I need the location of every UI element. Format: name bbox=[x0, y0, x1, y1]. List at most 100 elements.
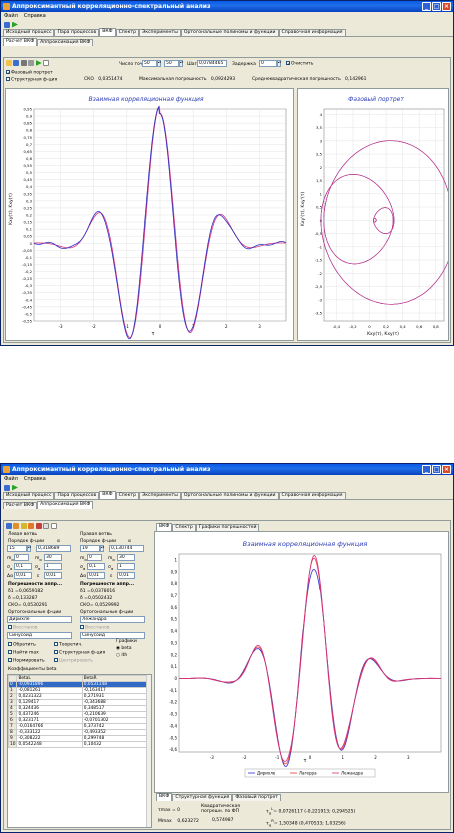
left-alpha-input[interactable]: 0,318689 bbox=[36, 545, 71, 552]
save-icon[interactable] bbox=[6, 523, 12, 529]
left-order-spin[interactable]: ▴▾ bbox=[27, 545, 31, 552]
sigma-right-2[interactable]: 1 bbox=[117, 563, 135, 570]
open-icon[interactable] bbox=[6, 60, 12, 66]
points-spin-2[interactable]: ▴▾ bbox=[179, 60, 183, 67]
cb-findmax[interactable]: Найти max bbox=[8, 650, 39, 656]
close-button[interactable]: × bbox=[442, 465, 451, 474]
table-cell[interactable]: 0,10432 bbox=[81, 741, 149, 748]
step-input[interactable]: 0,0784465 bbox=[197, 60, 227, 67]
restore-left[interactable]: Восстанов bbox=[8, 625, 38, 631]
orth-select-left[interactable]: Дирихле bbox=[7, 616, 72, 623]
run-icon[interactable] bbox=[35, 60, 42, 66]
cb-theory[interactable]: Теоретич. bbox=[54, 642, 83, 648]
orth-select-right-2[interactable]: Синусоид bbox=[80, 632, 145, 639]
refresh-icon[interactable] bbox=[4, 484, 10, 491]
points-input-1[interactable]: 50 bbox=[142, 60, 157, 67]
tab-approx-ccf[interactable]: Аппроксимация ВКФ bbox=[37, 39, 94, 46]
tab-source[interactable]: Исходный процесс bbox=[3, 29, 55, 36]
calc-icon[interactable] bbox=[20, 523, 27, 529]
radio-beta[interactable]: ◉ beta bbox=[116, 646, 132, 651]
refresh-icon[interactable] bbox=[4, 21, 10, 28]
tab-orth[interactable]: Ортогональные полиномы и функции bbox=[180, 29, 279, 36]
tab-spectrum[interactable]: Спектр bbox=[115, 29, 139, 36]
tab-ccf[interactable]: ВКФ bbox=[99, 28, 116, 36]
orth-select-right[interactable]: Лежандра bbox=[80, 616, 145, 623]
preview-icon[interactable] bbox=[28, 60, 35, 66]
left-order-input[interactable]: 15 bbox=[7, 545, 27, 552]
tab-bot-ccf[interactable]: ВКФ bbox=[156, 793, 173, 801]
table-scrollbar[interactable] bbox=[146, 675, 151, 827]
cb-invert[interactable]: Обратить bbox=[8, 642, 36, 648]
menu-help[interactable]: Справка bbox=[23, 476, 46, 482]
blank-icon[interactable] bbox=[50, 523, 57, 529]
tab-source[interactable]: Исходный процесс bbox=[3, 492, 55, 499]
m-left-2[interactable]: 30 bbox=[44, 554, 62, 561]
tab-ref[interactable]: Справочная информация bbox=[278, 29, 346, 36]
menu-file[interactable]: Файл bbox=[4, 13, 18, 19]
tab-calc-ccf[interactable]: Расчет ВКФ bbox=[3, 502, 38, 509]
sigma-left-1[interactable]: 0,1 bbox=[14, 563, 32, 570]
delta-right-2[interactable]: 0,01 bbox=[117, 572, 135, 579]
tab-ref[interactable]: Справочная информация bbox=[278, 492, 346, 499]
maximize-button[interactable]: □ bbox=[432, 465, 441, 474]
blank-icon[interactable] bbox=[43, 60, 50, 66]
delay-spin[interactable]: ▴▾ bbox=[277, 60, 281, 67]
clear-checkbox[interactable]: ✓Очистить bbox=[286, 61, 313, 67]
tab-ccf[interactable]: ВКФ bbox=[99, 491, 116, 499]
cb-struct[interactable]: Структурная ф-ция bbox=[54, 650, 105, 656]
table-cell[interactable]: 10 bbox=[8, 741, 18, 748]
right-alpha-input[interactable]: 0,130744 bbox=[109, 545, 144, 552]
maximize-button[interactable]: □ bbox=[432, 2, 441, 11]
calc-icon[interactable] bbox=[13, 523, 20, 529]
close-button[interactable]: × bbox=[442, 2, 451, 11]
tab-experiments[interactable]: Эксперименты bbox=[138, 29, 181, 36]
phase-checkbox[interactable]: ✓Фазовый портрет bbox=[6, 70, 53, 76]
tab-pair[interactable]: Пара процессов bbox=[54, 29, 100, 36]
tab-experiments[interactable]: Эксперименты bbox=[138, 492, 181, 499]
tab-approx-ccf[interactable]: Аппроксимация ВКФ bbox=[37, 501, 94, 509]
radio-ith[interactable]: ○ ith bbox=[116, 653, 128, 658]
tab-orth[interactable]: Ортогональные полиномы и функции bbox=[180, 492, 279, 499]
cb-center[interactable]: Центрировать bbox=[54, 658, 93, 664]
tab-right-ccf[interactable]: ВКФ bbox=[156, 523, 173, 531]
delta-left-1[interactable]: 0,01 bbox=[14, 572, 32, 579]
m-right-1[interactable]: 0 bbox=[87, 554, 102, 561]
tab-pair[interactable]: Пара процессов bbox=[54, 492, 100, 499]
y-tick-label: -2 bbox=[318, 271, 322, 276]
table-row[interactable]: 10 0,0542248 0,10432 bbox=[8, 741, 149, 748]
points-spin-1[interactable]: ▴▾ bbox=[157, 60, 161, 67]
right-order-spin[interactable]: ▴▾ bbox=[100, 545, 104, 552]
bottom-window: Аппроксимантный корреляционно-спектральн… bbox=[0, 463, 454, 833]
calc-icon[interactable] bbox=[28, 523, 35, 529]
right-order-input[interactable]: 19 bbox=[80, 545, 100, 552]
restore-right[interactable]: Восстанов bbox=[80, 625, 110, 631]
run-icon[interactable] bbox=[12, 484, 18, 491]
m-right-2[interactable]: 30 bbox=[117, 554, 135, 561]
tab-bot-struct[interactable]: Структурная функция bbox=[172, 794, 233, 801]
m-left-1[interactable]: 0 bbox=[14, 554, 29, 561]
orth-select-left-2[interactable]: Синусоид bbox=[7, 632, 72, 639]
minimize-button[interactable]: _ bbox=[422, 465, 431, 474]
points-input-2[interactable]: 50 bbox=[164, 60, 179, 67]
calc-icon[interactable] bbox=[35, 523, 42, 529]
minimize-button[interactable]: _ bbox=[422, 2, 431, 11]
print-icon[interactable] bbox=[20, 60, 27, 66]
delay-input[interactable]: 0 bbox=[259, 60, 277, 67]
menu-help[interactable]: Справка bbox=[23, 13, 46, 19]
menu-file[interactable]: Файл bbox=[4, 476, 18, 482]
sigma-left-2[interactable]: 1 bbox=[44, 563, 62, 570]
table-cell[interactable]: 0,0542248 bbox=[16, 741, 83, 748]
run-icon[interactable] bbox=[12, 21, 18, 28]
tab-right-errors[interactable]: Графики погрешностей bbox=[195, 524, 260, 531]
save-icon[interactable] bbox=[13, 60, 20, 66]
delta-right-1[interactable]: 0,01 bbox=[87, 572, 105, 579]
tab-spectrum[interactable]: Спектр bbox=[115, 492, 139, 499]
tab-right-spectrum[interactable]: Спектр bbox=[172, 524, 196, 531]
delta-left-2[interactable]: 0,01 bbox=[44, 572, 62, 579]
struct-checkbox[interactable]: Структурная ф-ция bbox=[6, 77, 57, 83]
tab-calc-ccf[interactable]: Расчет ВКФ bbox=[3, 38, 38, 46]
sigma-right-1[interactable]: 0,1 bbox=[87, 563, 105, 570]
tab-bot-phase[interactable]: Фазовый портрет bbox=[232, 794, 281, 801]
cb-normalize[interactable]: Нормировать bbox=[8, 658, 45, 664]
doc-icon[interactable] bbox=[43, 523, 50, 529]
